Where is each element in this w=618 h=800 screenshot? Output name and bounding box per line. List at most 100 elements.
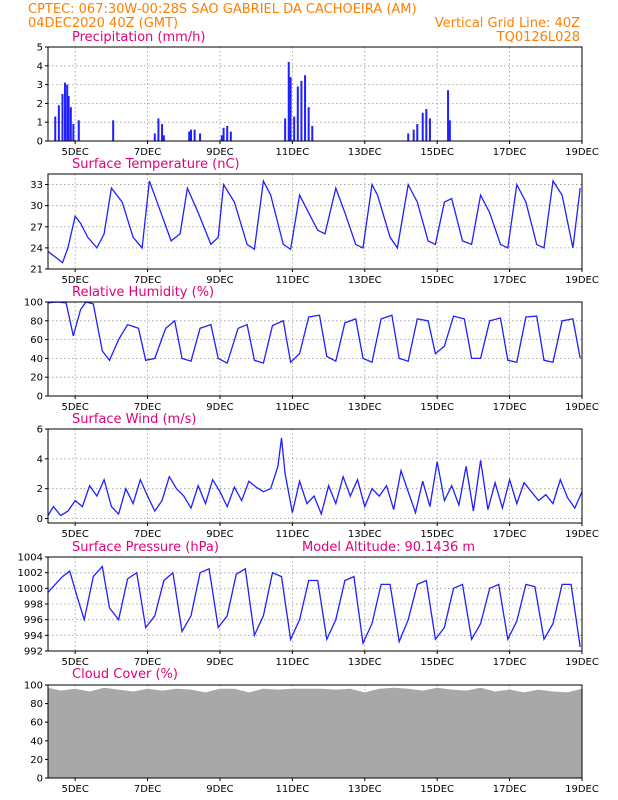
y-tick-label: 0: [37, 137, 43, 148]
y-tick-label: 60: [30, 718, 43, 729]
y-tick-label: 994: [24, 631, 43, 642]
x-tick-label: 13DEC: [348, 784, 382, 795]
x-tick-label: 19DEC: [565, 784, 599, 795]
x-tick-label: 7DEC: [134, 147, 161, 158]
y-tick-label: 3: [37, 80, 43, 91]
y-tick-label: 992: [24, 647, 43, 658]
series-line: [47, 437, 583, 517]
precip-bar: [69, 107, 72, 141]
precip-bar: [448, 120, 451, 141]
precip-bar: [307, 107, 310, 141]
wind-title: Surface Wind (m/s): [72, 412, 196, 427]
precip-bar: [193, 129, 196, 141]
panel-3: 0 2 4 6 5DEC 7DEC 9DEC 11DEC 13DEC 15DEC 17DEC 19DE…: [37, 425, 599, 541]
panel-4: 992 994 996 998 1000 1002 1004 5DEC 7DEC 9DEC 11DE…: [18, 553, 599, 669]
y-tick-label: 4: [37, 61, 43, 72]
x-tick-label: 13DEC: [348, 657, 382, 668]
precip-bar: [300, 80, 303, 141]
precip-bar: [296, 86, 299, 141]
y-tick-label: 100: [24, 298, 43, 309]
model-altitude: Model Altitude: 90.1436 m: [302, 540, 475, 555]
y-tick-label: 21: [30, 265, 43, 276]
precip-bar: [289, 77, 292, 141]
precip-bar: [77, 120, 80, 141]
x-tick-label: 17DEC: [493, 784, 527, 795]
cloud-area: [48, 687, 582, 778]
precip-bar: [54, 116, 57, 141]
precip-bar: [64, 82, 67, 141]
precip-bar: [153, 133, 156, 141]
x-tick-label: 9DEC: [206, 529, 233, 540]
precip-bar: [67, 95, 70, 141]
panel-5: 0 20 40 60 80 100 5DEC 7DEC 9DEC 11DEC 13DEC 15DEC 1…: [24, 681, 599, 796]
precip-bar: [112, 120, 115, 141]
x-tick-label: 19DEC: [565, 147, 599, 158]
x-tick-label: 11DEC: [276, 275, 310, 286]
series-line: [47, 178, 581, 264]
y-tick-label: 27: [30, 222, 43, 233]
x-tick-label: 13DEC: [348, 529, 382, 540]
x-tick-label: 13DEC: [348, 147, 382, 158]
precip-bar: [412, 129, 415, 141]
model-id: TQ0126L028: [496, 30, 580, 45]
x-tick-label: 5DEC: [61, 147, 88, 158]
precip-bar: [293, 116, 296, 141]
x-tick-label: 11DEC: [276, 147, 310, 158]
pressure-title: Surface Pressure (hPa): [72, 540, 219, 555]
precip-bar: [284, 118, 287, 141]
x-tick-label: 15DEC: [420, 402, 454, 413]
x-tick-label: 17DEC: [493, 402, 527, 413]
y-tick-label: 5: [37, 43, 43, 54]
x-tick-label: 19DEC: [565, 657, 599, 668]
x-tick-label: 17DEC: [493, 275, 527, 286]
x-tick-label: 17DEC: [493, 147, 527, 158]
precip-bar: [161, 124, 164, 141]
x-tick-label: 7DEC: [134, 529, 161, 540]
y-tick-label: 2: [37, 484, 43, 495]
x-tick-label: 15DEC: [420, 784, 454, 795]
x-tick-label: 5DEC: [61, 275, 88, 286]
panel-frame: [47, 173, 583, 270]
precip-bar: [61, 94, 64, 141]
x-tick-label: 11DEC: [276, 402, 310, 413]
y-tick-label: 1004: [18, 553, 43, 564]
precip-bar: [226, 125, 229, 141]
precip-bar: [72, 124, 75, 141]
cloud-title: Cloud Cover (%): [72, 667, 178, 682]
y-tick-label: 996: [24, 615, 43, 626]
x-tick-label: 11DEC: [276, 784, 310, 795]
x-tick-label: 17DEC: [493, 529, 527, 540]
series-line: [47, 564, 581, 648]
x-tick-label: 15DEC: [420, 529, 454, 540]
x-tick-label: 5DEC: [61, 784, 88, 795]
x-tick-label: 5DEC: [61, 402, 88, 413]
panel-0: 0 1 2 3 4 5 5DEC 7DEC 9DEC 11DEC 13DEC 15DEC 17DEC 19…: [37, 43, 599, 159]
x-tick-label: 9DEC: [206, 402, 233, 413]
precip-bar: [447, 90, 450, 141]
precip-bar: [222, 127, 225, 141]
x-tick-label: 19DEC: [565, 402, 599, 413]
y-tick-label: 0: [37, 392, 43, 403]
y-tick-label: 6: [37, 425, 43, 436]
panel-frame: [47, 301, 583, 397]
y-tick-label: 1: [37, 118, 43, 129]
humidity-title: Relative Humidity (%): [72, 285, 214, 300]
x-tick-label: 13DEC: [348, 275, 382, 286]
y-tick-label: 20: [30, 373, 43, 384]
panel-frame: [47, 684, 583, 779]
x-tick-label: 19DEC: [565, 275, 599, 286]
precip-bar: [416, 124, 419, 141]
precip-bar: [66, 84, 69, 141]
y-tick-label: 24: [30, 243, 43, 254]
x-tick-label: 15DEC: [420, 147, 454, 158]
y-tick-label: 2: [37, 99, 43, 110]
x-tick-label: 7DEC: [134, 657, 161, 668]
precip-bar: [428, 118, 431, 141]
x-tick-label: 19DEC: [565, 529, 599, 540]
y-tick-label: 20: [30, 755, 43, 766]
x-tick-label: 11DEC: [276, 529, 310, 540]
precip-bar: [304, 75, 307, 141]
series-line: [47, 301, 581, 365]
y-tick-label: 4: [37, 454, 43, 465]
